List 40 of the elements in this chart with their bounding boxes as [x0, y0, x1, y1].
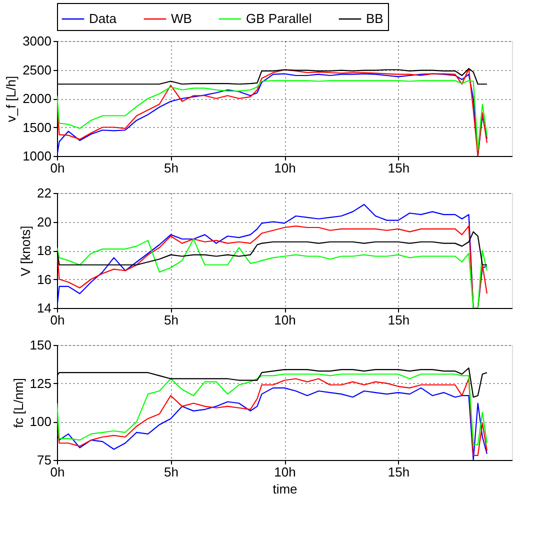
- x-tick-label: 5h: [164, 464, 178, 480]
- y-tick-label: 1500: [22, 120, 52, 135]
- x-axis-title: time: [272, 482, 298, 496]
- y-tick-label: 3000: [22, 34, 52, 48]
- y-axis-title: V [knots]: [18, 226, 34, 276]
- x-tick-label: 10h: [274, 464, 296, 480]
- y-tick-label: 18: [37, 243, 52, 258]
- x-tick-label: 5h: [164, 312, 178, 328]
- y-tick-label: 75: [37, 452, 52, 468]
- legend-label: Data: [89, 11, 118, 26]
- y-axis-title: fc [L/nm]: [10, 378, 26, 428]
- y-tick-label: 2000: [22, 91, 52, 106]
- line-series: [57, 204, 488, 308]
- line-series: [57, 226, 488, 308]
- x-tick-label: 10h: [274, 312, 296, 328]
- legend-label: BB: [366, 11, 384, 26]
- x-tick-label: 0h: [50, 312, 65, 328]
- y-tick-label: 1000: [22, 148, 52, 164]
- y-tick-label: 2500: [22, 62, 52, 78]
- x-tick-label: 15h: [388, 464, 410, 480]
- x-tick-label: 15h: [388, 312, 410, 328]
- line-series: [57, 378, 488, 456]
- y-tick-label: 14: [37, 300, 52, 316]
- legend-label: GB Parallel: [246, 11, 312, 26]
- line-series: [57, 387, 488, 460]
- y-tick-label: 150: [30, 338, 52, 352]
- x-tick-label: 0h: [50, 160, 65, 176]
- y-axis-title: v_f [L/h]: [4, 76, 19, 122]
- legend-label: WB: [171, 11, 192, 26]
- y-tick-label: 16: [37, 272, 52, 287]
- line-series: [57, 238, 488, 308]
- line-series: [57, 374, 488, 446]
- x-tick-label: 10h: [274, 160, 296, 176]
- x-tick-label: 0h: [50, 464, 65, 480]
- x-tick-label: 15h: [388, 160, 410, 176]
- x-tick-label: 5h: [164, 160, 178, 176]
- y-tick-label: 20: [37, 214, 52, 230]
- y-tick-label: 125: [30, 376, 52, 391]
- y-tick-label: 100: [30, 414, 52, 430]
- y-tick-label: 22: [37, 186, 52, 200]
